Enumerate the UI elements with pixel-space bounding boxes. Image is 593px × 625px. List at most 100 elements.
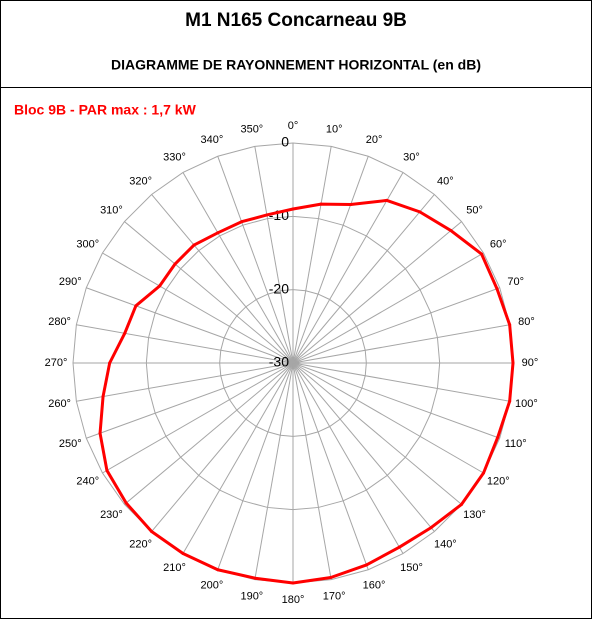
angle-label: 200° — [201, 580, 224, 592]
spoke — [292, 156, 369, 364]
data-point — [385, 198, 389, 202]
data-point — [101, 394, 105, 398]
spoke — [292, 362, 435, 532]
data-point — [265, 213, 269, 217]
data-point — [291, 581, 295, 585]
data-point — [508, 399, 512, 403]
angle-label: 30° — [403, 152, 420, 164]
angle-label: 10° — [326, 124, 343, 136]
angle-label: 0° — [288, 120, 299, 132]
spoke — [102, 252, 294, 364]
angle-label: 60° — [490, 238, 507, 250]
angle-label: 50° — [466, 205, 483, 217]
data-point — [192, 243, 196, 247]
angle-label: 90° — [522, 357, 539, 369]
data-point — [329, 575, 333, 579]
spoke — [292, 287, 500, 364]
angle-label: 130° — [463, 509, 486, 521]
angle-label: 80° — [518, 316, 535, 328]
r-tick-label: -30 — [269, 354, 289, 370]
chart-subtitle: DIAGRAMME DE RAYONNEMENT HORIZONTAL (en … — [111, 57, 481, 73]
spoke — [182, 362, 294, 554]
spoke — [292, 172, 404, 364]
angle-label: 320° — [129, 175, 152, 187]
data-point — [349, 203, 353, 207]
spoke — [217, 156, 294, 364]
spoke — [217, 362, 294, 570]
spoke — [292, 252, 484, 364]
spoke — [86, 287, 294, 364]
data-point — [216, 231, 220, 235]
angle-label: 160° — [363, 580, 386, 592]
angle-label: 70° — [507, 276, 524, 288]
data-point — [173, 262, 177, 266]
data-point — [134, 304, 138, 308]
chart-title: M1 N165 Concarneau 9B — [185, 10, 407, 31]
spoke — [292, 146, 332, 364]
angle-label: 340° — [201, 134, 224, 146]
data-point — [181, 552, 185, 556]
angle-label: 210° — [163, 562, 186, 574]
angle-label: 20° — [366, 134, 383, 146]
data-point — [123, 331, 127, 335]
data-point — [480, 252, 484, 256]
angle-label: 250° — [59, 438, 82, 450]
data-point — [98, 431, 102, 435]
data-point — [496, 435, 500, 439]
spoke — [254, 146, 294, 364]
angle-label: 260° — [48, 398, 71, 410]
data-point — [495, 287, 499, 291]
data-point — [108, 361, 112, 365]
angle-label: 280° — [48, 316, 71, 328]
legend-entry: Bloc 9B - PAR max : 1,7 kW — [14, 102, 197, 118]
data-point — [482, 471, 486, 475]
r-tick-label: -20 — [269, 280, 289, 296]
spoke — [292, 362, 500, 439]
data-point — [460, 502, 464, 506]
spoke — [292, 362, 462, 505]
angle-label: 270° — [45, 357, 68, 369]
spoke — [102, 362, 294, 474]
angle-label: 140° — [434, 538, 457, 550]
spoke — [292, 362, 404, 554]
spoke — [76, 362, 294, 402]
spoke — [292, 362, 484, 474]
r-tick-label: 0 — [281, 134, 289, 150]
angle-label: 220° — [129, 538, 152, 550]
angle-label: 190° — [240, 590, 263, 602]
spoke — [292, 362, 332, 580]
spoke — [292, 362, 510, 402]
data-point — [508, 323, 512, 327]
spoke — [151, 362, 294, 532]
data-point — [364, 563, 368, 567]
data-point — [429, 526, 433, 530]
data-point — [105, 468, 109, 472]
spoke — [124, 362, 294, 505]
data-point — [291, 207, 295, 211]
angle-label: 310° — [100, 205, 123, 217]
spoke — [182, 172, 294, 364]
spoke — [151, 194, 294, 364]
spoke — [292, 324, 510, 364]
spoke — [76, 324, 294, 364]
spoke — [124, 221, 294, 364]
spoke — [254, 362, 294, 580]
data-point — [319, 202, 323, 206]
data-point — [216, 568, 220, 572]
angle-label: 330° — [163, 152, 186, 164]
spoke — [86, 362, 294, 439]
angle-label: 120° — [487, 475, 510, 487]
spoke — [292, 362, 369, 570]
data-point — [449, 229, 453, 233]
data-point — [240, 220, 244, 224]
data-point — [418, 210, 422, 214]
angle-label: 40° — [437, 175, 454, 187]
data-point — [397, 545, 401, 549]
data-point — [124, 501, 128, 505]
spoke — [292, 194, 435, 364]
angle-label: 240° — [76, 475, 99, 487]
angle-label: 110° — [505, 438, 527, 450]
angle-label: 230° — [100, 509, 123, 521]
